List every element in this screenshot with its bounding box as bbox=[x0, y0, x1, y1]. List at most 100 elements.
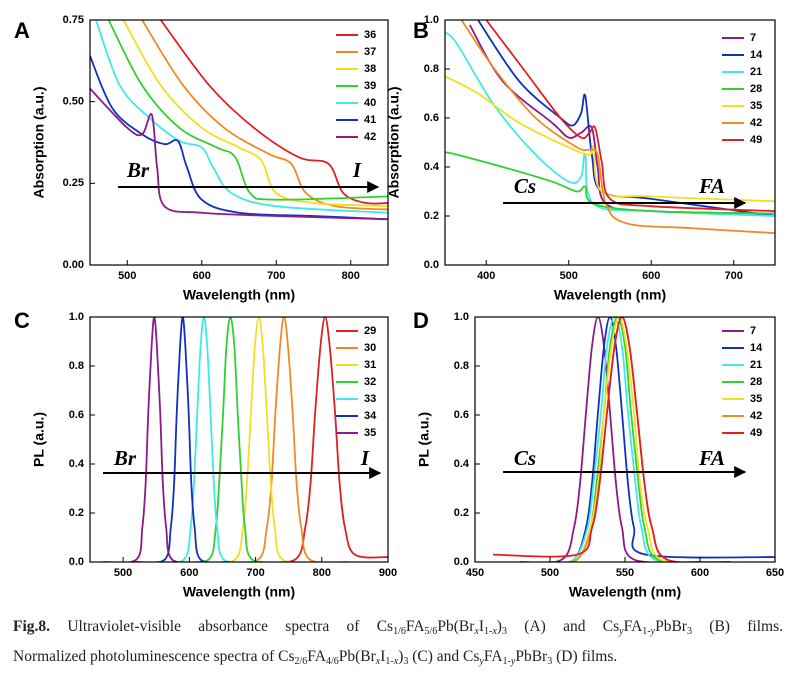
caption-text: FA bbox=[623, 618, 643, 635]
caption-text: y bbox=[619, 626, 624, 637]
caption-text: 3 bbox=[501, 626, 507, 637]
y-tick-label: 0.2 bbox=[69, 507, 84, 519]
caption-text: FA bbox=[483, 648, 503, 665]
caption-text: 3 bbox=[686, 626, 692, 637]
x-tick-label: 700 bbox=[267, 270, 285, 282]
y-tick-label: 0.4 bbox=[69, 458, 85, 470]
x-tick-label: 500 bbox=[114, 567, 132, 579]
y-tick-label: 0.8 bbox=[69, 360, 84, 372]
y-tick-label: 0.0 bbox=[424, 259, 439, 271]
annotation: I bbox=[360, 446, 370, 470]
y-tick-label: 0.6 bbox=[454, 409, 469, 421]
x-tick-label: 700 bbox=[725, 270, 743, 282]
y-axis-label: PL (a.u.) bbox=[31, 412, 47, 467]
legend-label: 29 bbox=[364, 325, 376, 337]
legend-label: 49 bbox=[750, 134, 762, 146]
y-tick-label: 0.8 bbox=[454, 360, 469, 372]
legend-label: 28 bbox=[750, 376, 762, 388]
x-tick-label: 600 bbox=[642, 270, 660, 282]
x-tick-label: 650 bbox=[766, 567, 784, 579]
curve bbox=[445, 151, 775, 215]
panel-letter: A bbox=[14, 18, 30, 43]
legend-label: 41 bbox=[364, 114, 376, 126]
caption-text: PbBr bbox=[655, 618, 687, 635]
legend-label: 32 bbox=[364, 376, 376, 388]
legend-label: 21 bbox=[750, 66, 762, 78]
annotation: Br bbox=[113, 446, 137, 470]
caption-text: x bbox=[375, 656, 381, 667]
caption-text: Normalized photoluminescence spectra of … bbox=[13, 648, 295, 665]
y-axis-label: Absorption (a.u.) bbox=[31, 87, 47, 199]
caption: Fig.8. Ultraviolet-visible absorbance sp… bbox=[13, 612, 783, 672]
x-axis-label: Wavelength (nm) bbox=[183, 584, 295, 600]
legend-label: 49 bbox=[750, 427, 762, 439]
annotation: Cs bbox=[514, 446, 536, 470]
y-tick-label: 1.0 bbox=[424, 14, 439, 26]
y-tick-label: 0.50 bbox=[63, 96, 84, 108]
caption-text: 1- bbox=[642, 626, 651, 637]
y-tick-label: 0.4 bbox=[424, 161, 440, 173]
caption-text: x bbox=[393, 656, 399, 667]
y-tick-label: 0.2 bbox=[424, 210, 439, 222]
legend-label: 35 bbox=[750, 100, 762, 112]
caption-line: Fig.8. Ultraviolet-visible absorbance sp… bbox=[13, 612, 783, 642]
plot-frame bbox=[89, 19, 389, 266]
curve bbox=[95, 20, 388, 214]
figure: 36 37 38 39 40 41 42 500 600 700 800 0.00 0.25 0.50 0.… bbox=[14, 14, 784, 600]
curve bbox=[90, 87, 388, 221]
caption-text: Ultraviolet-visible absorbance spectra o… bbox=[50, 618, 394, 635]
legend-label: 34 bbox=[364, 410, 377, 422]
caption-line: Normalized photoluminescence spectra of … bbox=[13, 642, 783, 672]
annotation: Br bbox=[126, 158, 150, 182]
plot-frame bbox=[444, 19, 776, 266]
x-tick-label: 450 bbox=[466, 567, 484, 579]
legend-label: 30 bbox=[364, 342, 376, 354]
caption-text: 3 bbox=[547, 656, 553, 667]
y-tick-label: 1.0 bbox=[454, 311, 469, 323]
legend-label: 7 bbox=[750, 32, 756, 44]
x-tick-label: 600 bbox=[691, 567, 709, 579]
caption-text: ) bbox=[496, 618, 502, 635]
caption-text: I bbox=[478, 618, 484, 635]
curve bbox=[445, 31, 775, 217]
caption-text: PbBr bbox=[515, 648, 548, 665]
curve bbox=[176, 317, 289, 562]
curve bbox=[485, 20, 775, 212]
x-tick-label: 600 bbox=[193, 270, 211, 282]
curve bbox=[122, 20, 388, 208]
caption-text: (B) films. bbox=[691, 618, 783, 635]
caption-text: y bbox=[479, 656, 484, 667]
x-tick-label: 550 bbox=[616, 567, 634, 579]
legend-label: 38 bbox=[364, 63, 376, 75]
legend-label: 28 bbox=[750, 83, 762, 95]
legend-label: 33 bbox=[364, 393, 376, 405]
caption-text: (A) and Cs bbox=[506, 618, 620, 635]
x-tick-label: 800 bbox=[313, 567, 331, 579]
curve bbox=[202, 317, 322, 562]
legend-label: 42 bbox=[750, 117, 762, 129]
curve bbox=[549, 317, 716, 562]
panel-letter: D bbox=[413, 308, 429, 333]
curve bbox=[477, 20, 775, 217]
y-tick-label: 0.75 bbox=[63, 14, 84, 26]
y-tick-label: 0.25 bbox=[63, 177, 84, 189]
y-tick-label: 0.6 bbox=[424, 112, 439, 124]
legend-label: 7 bbox=[750, 325, 756, 337]
y-axis-label: PL (a.u.) bbox=[416, 412, 432, 467]
panel-letter: C bbox=[14, 308, 30, 333]
legend-label: 36 bbox=[364, 29, 376, 41]
x-axis-label: Wavelength (nm) bbox=[554, 287, 666, 303]
curve bbox=[255, 317, 388, 562]
curve bbox=[156, 317, 256, 562]
caption-text: 4/6 bbox=[325, 656, 339, 667]
curve bbox=[549, 317, 775, 562]
legend-label: 14 bbox=[750, 49, 763, 61]
caption-text: 1- bbox=[385, 656, 394, 667]
caption-text: ) bbox=[398, 648, 404, 665]
caption-text: 5/6 bbox=[424, 626, 438, 637]
caption-text: 3 bbox=[403, 656, 409, 667]
caption-text: FA bbox=[307, 648, 326, 665]
caption-text: I bbox=[380, 648, 386, 665]
curve bbox=[460, 20, 775, 235]
